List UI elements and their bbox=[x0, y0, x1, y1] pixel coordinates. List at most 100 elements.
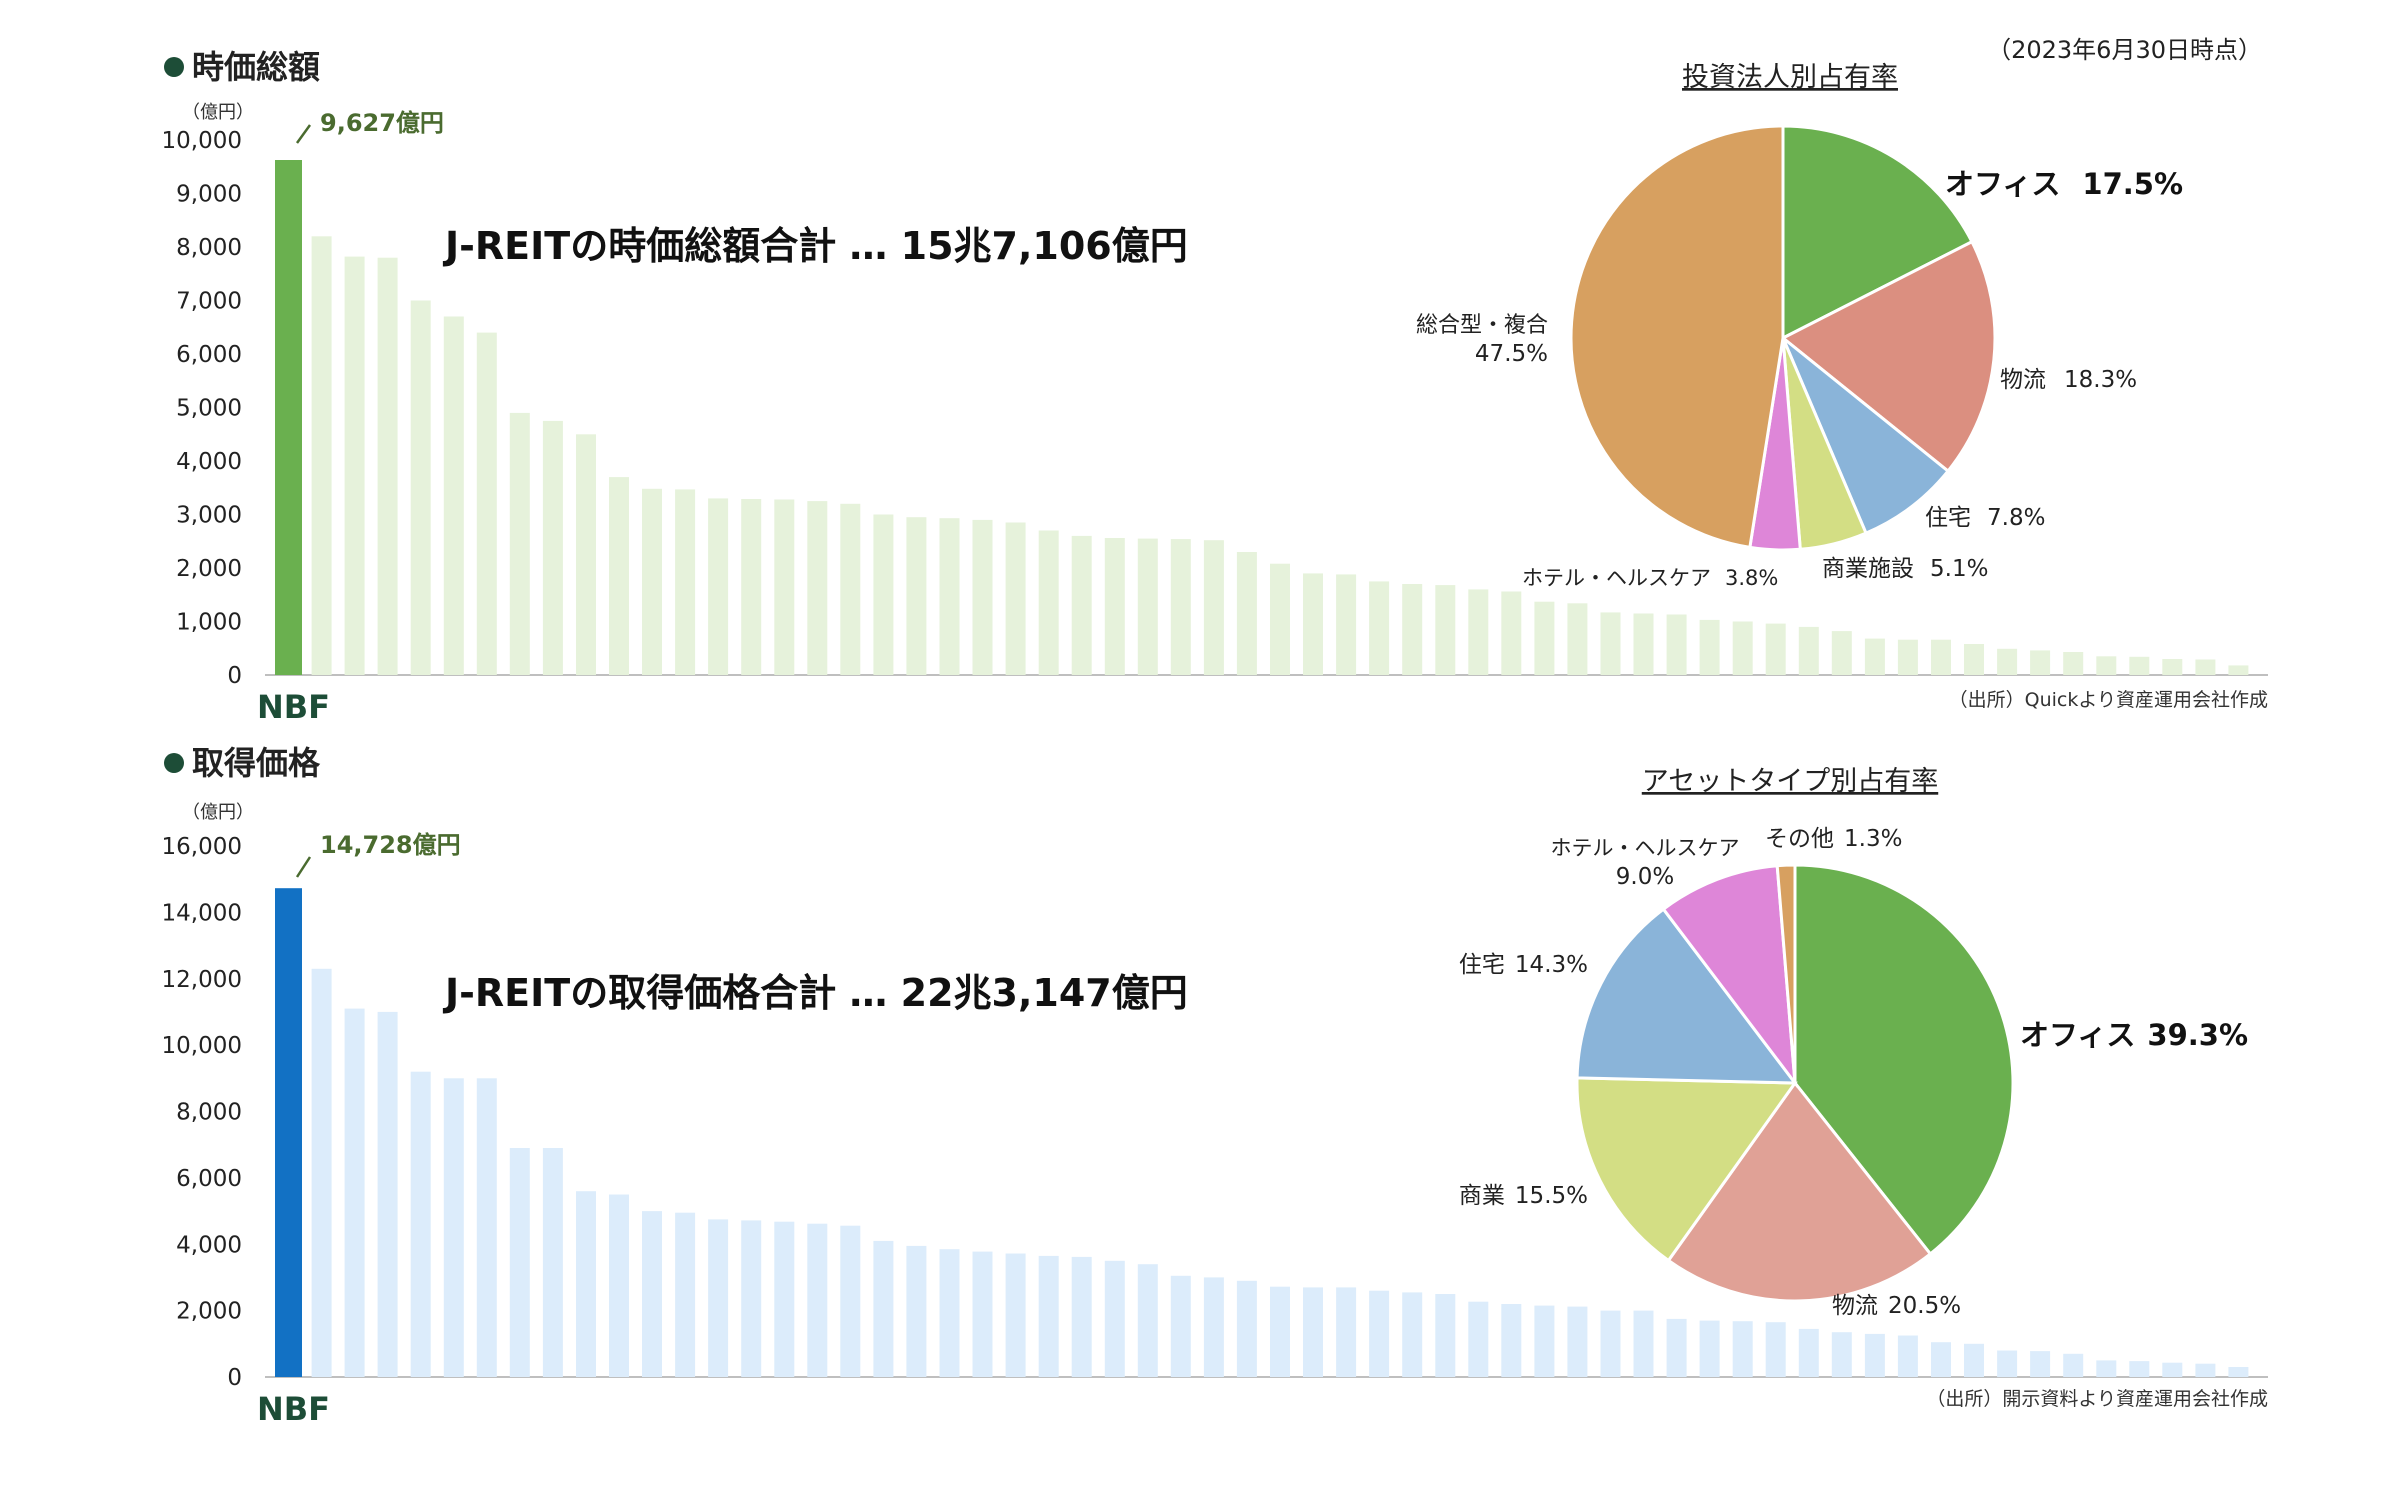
y-tick-label: 4,000 bbox=[176, 449, 242, 475]
bar-reit bbox=[1798, 626, 1819, 675]
investor-pie-title: 投資法人別占有率 bbox=[1682, 62, 1898, 93]
bar-reit bbox=[972, 519, 993, 675]
investor-share-pie bbox=[1569, 124, 1997, 552]
bar-reit bbox=[939, 518, 960, 675]
bar-reit bbox=[1038, 530, 1059, 675]
bar-reit bbox=[1666, 614, 1687, 675]
market-cap-nbf-label: NBF bbox=[257, 688, 330, 726]
bar-nbf bbox=[275, 160, 302, 675]
asset-pie-title: アセットタイプ別占有率 bbox=[1642, 766, 1938, 797]
pie1-label-hotel: ホテル・ヘルスケア 3.8% bbox=[1522, 566, 1778, 590]
bar-nbf bbox=[275, 888, 302, 1377]
bar-reit bbox=[708, 1219, 729, 1377]
pie-slice bbox=[1575, 907, 1799, 1085]
bar-reit bbox=[1600, 612, 1621, 675]
bar-reit bbox=[840, 503, 861, 675]
bar-reit bbox=[1964, 1343, 1984, 1377]
bar-reit bbox=[1038, 1255, 1059, 1377]
bar-reit bbox=[542, 1148, 563, 1377]
bar-reit bbox=[1732, 1321, 1753, 1377]
bar-reit bbox=[2129, 1361, 2150, 1377]
bar-reit bbox=[1666, 1318, 1687, 1377]
acquisition-headline: J-REITの取得価格合計 … 22兆3,147億円 bbox=[442, 971, 1188, 1015]
bar-reit bbox=[410, 300, 431, 675]
bar-reit bbox=[708, 498, 729, 675]
bar-reit bbox=[1699, 619, 1720, 675]
market-cap-section-title: 時価総額 bbox=[192, 48, 320, 86]
bar-reit bbox=[1534, 1305, 1555, 1377]
acquisition-y-axis: 0 2,000 4,000 6,000 8,000 10,000 12,000 14,000 1… bbox=[162, 834, 242, 1391]
y-tick-label: 16,000 bbox=[162, 834, 242, 860]
bar-reit bbox=[1435, 585, 1456, 675]
acquisition-source: （出所）開示資料より資産運用会社作成 bbox=[1926, 1388, 2268, 1410]
bar-reit bbox=[939, 1249, 960, 1377]
bar-reit bbox=[1633, 1310, 1654, 1377]
bar-reit bbox=[1897, 639, 1918, 675]
bar-reit bbox=[873, 1240, 894, 1377]
bar-reit bbox=[443, 316, 464, 675]
acquisition-unit: （億円） bbox=[182, 802, 254, 823]
bar-reit bbox=[1831, 1332, 1852, 1377]
bar-reit bbox=[576, 1191, 596, 1377]
pie2-label-residential: 住宅 14.3% bbox=[1459, 952, 1588, 978]
bar-reit bbox=[1104, 538, 1125, 675]
acquisition-highlight-leader bbox=[295, 856, 312, 878]
bar-reit bbox=[1931, 1342, 1951, 1377]
bar-reit bbox=[840, 1225, 861, 1377]
bar-reit bbox=[1104, 1260, 1125, 1377]
bar-reit bbox=[1765, 1322, 1786, 1377]
bar-reit bbox=[1633, 613, 1654, 675]
y-tick-label: 9,000 bbox=[176, 182, 242, 208]
bar-reit bbox=[774, 1221, 795, 1377]
bar-reit bbox=[1369, 581, 1390, 675]
bar-reit bbox=[1534, 601, 1555, 675]
bar-reit bbox=[1170, 1275, 1191, 1377]
bar-reit bbox=[2030, 1351, 2051, 1377]
y-tick-label: 0 bbox=[227, 663, 242, 689]
bar-reit bbox=[1336, 574, 1357, 675]
bar-reit bbox=[807, 1223, 828, 1377]
bar-reit bbox=[1501, 1304, 1522, 1377]
bar-reit bbox=[873, 514, 894, 675]
bar-reit bbox=[1203, 540, 1224, 675]
bar-reit bbox=[1005, 1253, 1026, 1377]
bar-reit bbox=[1864, 638, 1885, 675]
market-cap-bars bbox=[275, 160, 2249, 676]
pie1-label-residential: 住宅 7.8% bbox=[1925, 505, 2045, 531]
bar-reit bbox=[1997, 1350, 2018, 1378]
bar-reit bbox=[1369, 1290, 1390, 1377]
pie-slice bbox=[1780, 239, 1997, 474]
acquisition-section-dot bbox=[164, 753, 184, 773]
bar-reit bbox=[509, 1148, 530, 1377]
bar-reit bbox=[1203, 1277, 1224, 1377]
bar-reit bbox=[642, 1211, 662, 1377]
pie-slice bbox=[1661, 864, 1797, 1089]
bar-reit bbox=[609, 1194, 629, 1377]
bar-reit bbox=[1997, 648, 2018, 675]
as-of-date: （2023年6月30日時点） bbox=[1987, 36, 2262, 64]
bar-reit bbox=[1435, 1294, 1456, 1377]
pie-slice bbox=[1793, 863, 2015, 1257]
bar-reit bbox=[1270, 1286, 1290, 1377]
bar-reit bbox=[1567, 1306, 1588, 1377]
bar-reit bbox=[1137, 1264, 1158, 1377]
investor-pie-labels: オフィス 17.5% 物流 18.3% 住宅 7.8% 商業施設 5.1% ホテル・ヘル… bbox=[1416, 167, 2183, 590]
bar-reit bbox=[1798, 1328, 1819, 1377]
bar-reit bbox=[576, 434, 596, 676]
pie2-label-logistics: 物流 20.5% bbox=[1832, 1293, 1961, 1319]
y-tick-label: 2,000 bbox=[176, 1299, 242, 1325]
y-tick-label: 5,000 bbox=[176, 396, 242, 422]
bar-reit bbox=[311, 968, 332, 1377]
bar-reit bbox=[2096, 1360, 2117, 1377]
bar-reit bbox=[377, 1011, 398, 1377]
market-cap-headline: J-REITの時価総額合計 … 15兆7,106億円 bbox=[442, 224, 1188, 268]
asset-pie-labels: オフィス 39.3% 物流 20.5% 商業 15.5% 住宅 14.3% ホテル・ヘル… bbox=[1459, 826, 2248, 1319]
bar-reit bbox=[2228, 1367, 2249, 1377]
y-tick-label: 10,000 bbox=[162, 128, 242, 154]
y-tick-label: 14,000 bbox=[162, 900, 242, 926]
bar-reit bbox=[1303, 1287, 1323, 1377]
bar-reit bbox=[642, 488, 662, 675]
bar-reit bbox=[1964, 644, 1984, 675]
y-tick-label: 8,000 bbox=[176, 235, 242, 261]
bar-reit bbox=[1468, 589, 1489, 675]
